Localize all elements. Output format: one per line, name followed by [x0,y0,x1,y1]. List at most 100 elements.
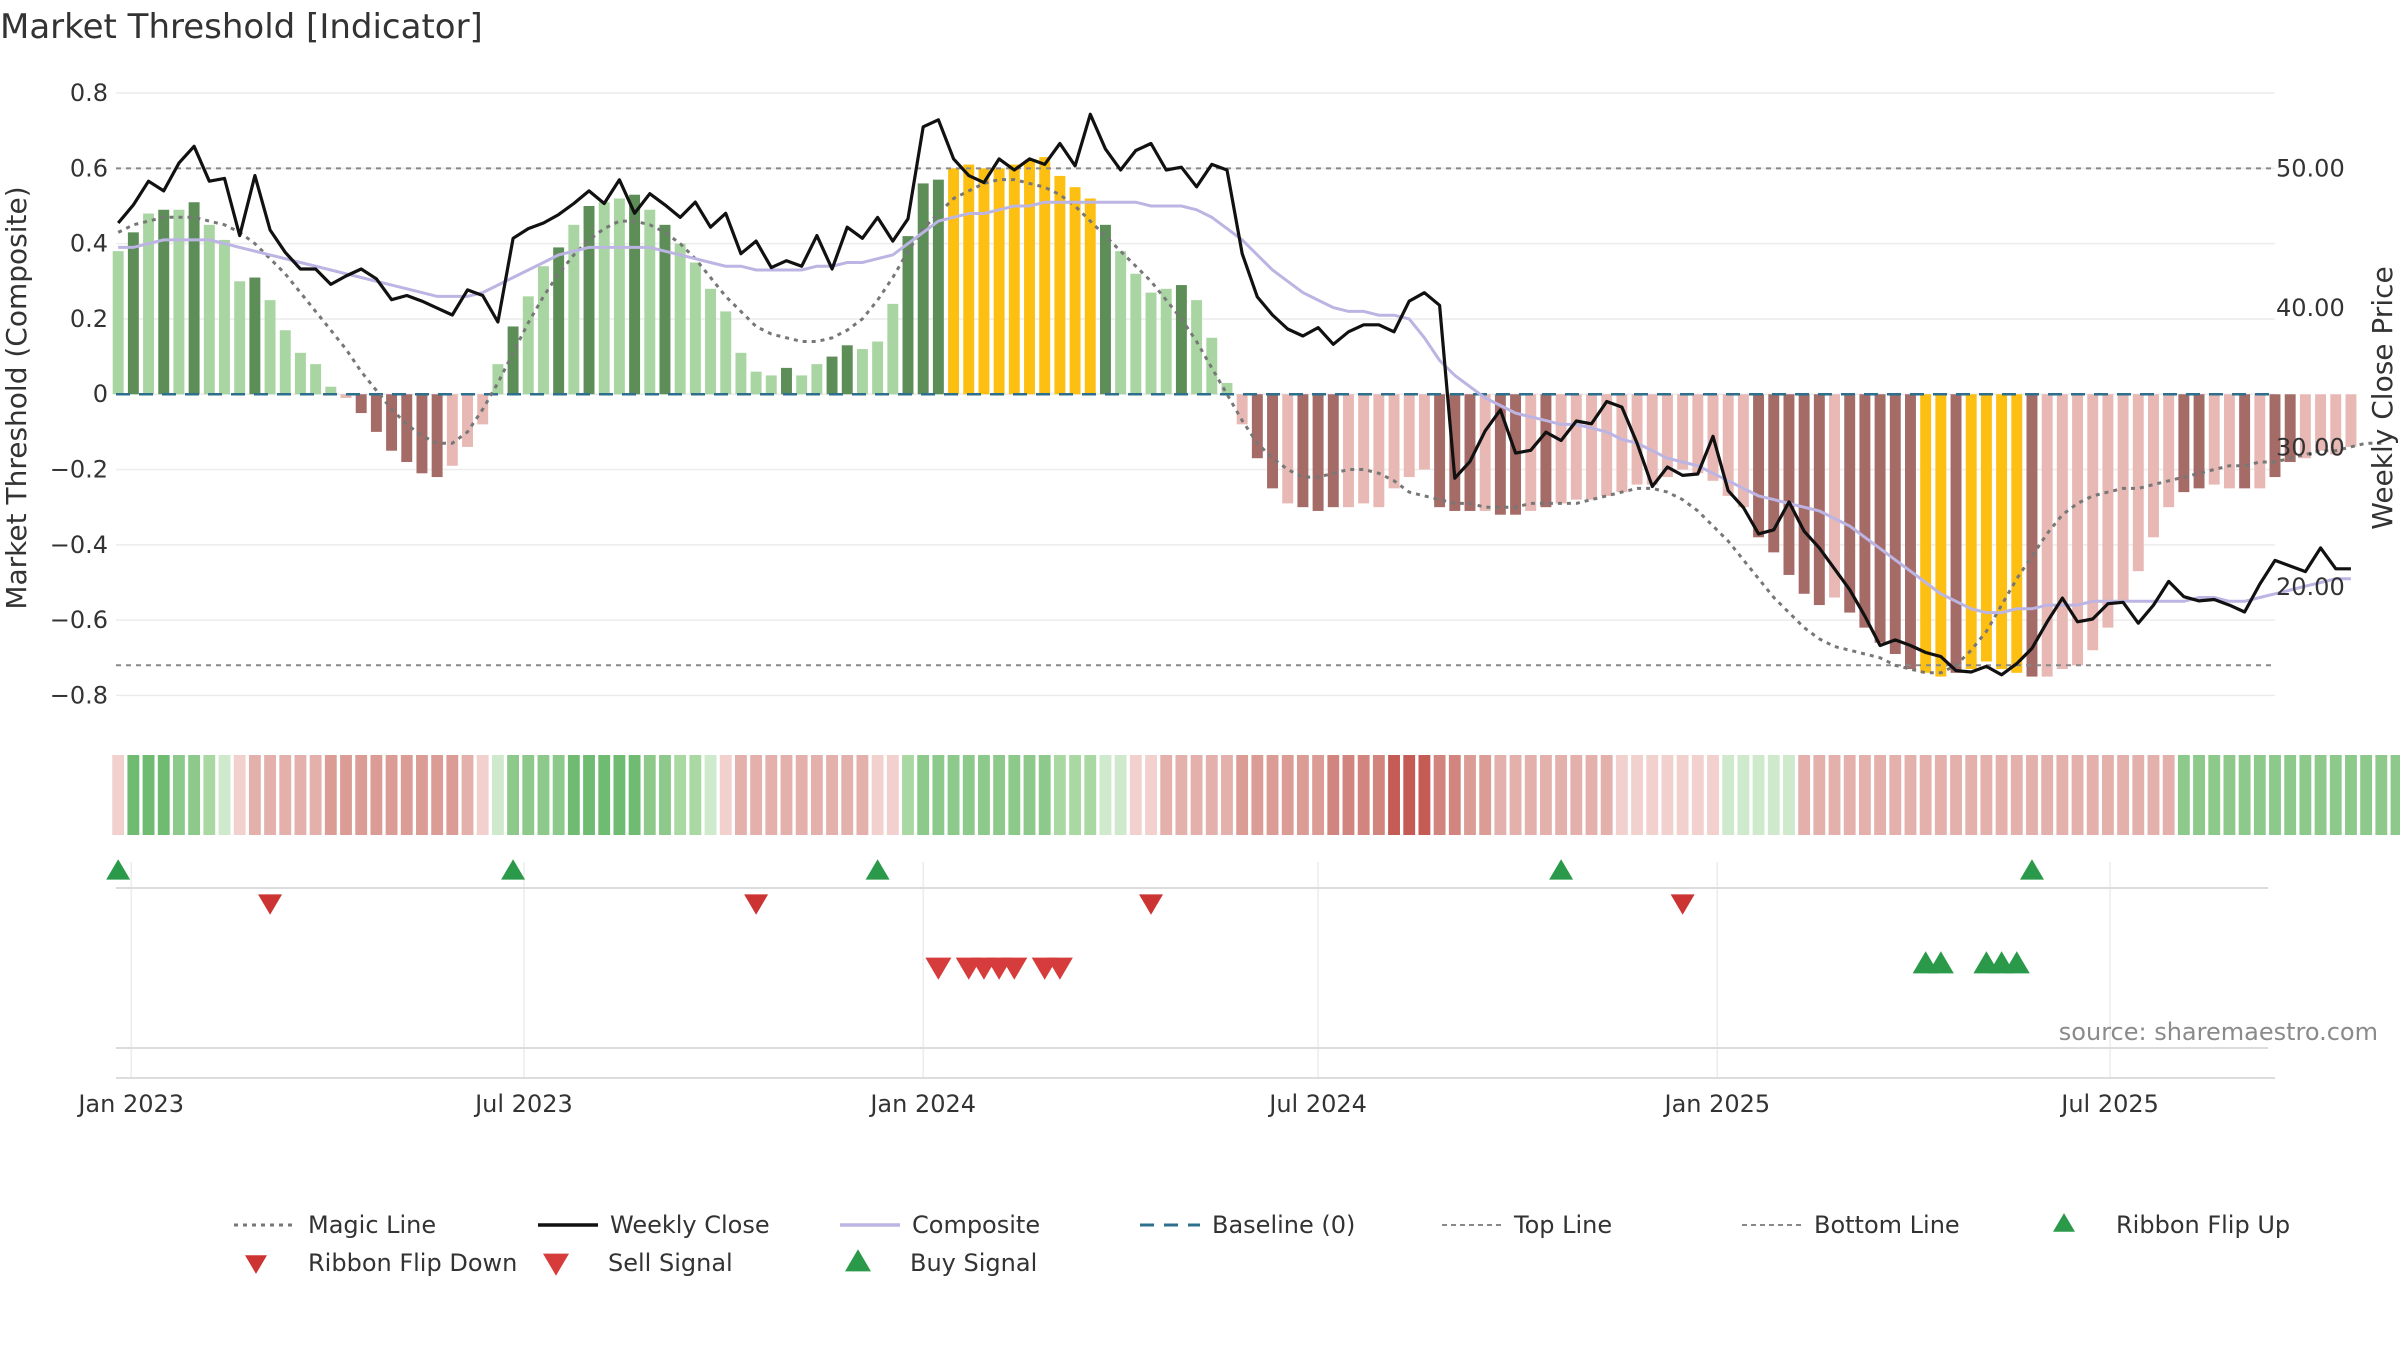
composite-bar [2163,394,2175,508]
ribbon-cell [1160,755,1173,835]
ribbon-cell [1904,755,1917,835]
composite-bar [826,356,838,395]
composite-bar [1540,394,1552,508]
ribbon-cell [2010,755,2023,835]
composite-bar [112,251,124,395]
composite-bar [720,311,732,395]
composite-bar [2102,394,2114,628]
ribbon-cell [1509,755,1522,835]
composite-bar [2345,394,2357,447]
composite-bar [507,326,519,395]
composite-bar [2026,394,2038,677]
composite-bar [1677,394,1689,470]
composite-bar [2330,394,2342,455]
legend-label: Ribbon Flip Up [2116,1211,2290,1239]
ribbon-flip-down-marker [744,894,769,915]
composite-bar [659,224,671,395]
y2-tick-label: 50.00 [2276,155,2345,183]
composite-bar [1069,187,1081,395]
ribbon-cell [340,755,352,835]
composite-bar [1813,394,1825,606]
composite-bar [644,209,656,395]
composite-bar [689,262,701,395]
composite-bar [1464,394,1476,511]
sell-signal-marker [1001,957,1028,980]
composite-bar [462,394,473,447]
ribbon-cell [279,755,292,835]
composite-bar [1479,394,1491,511]
ribbon-cell [2360,755,2373,835]
composite-bar [1646,394,1658,485]
ribbon-cell [1615,755,1628,835]
sell-signal-marker [925,957,952,980]
composite-bar [993,168,1005,395]
composite-line [118,200,2351,615]
composite-bar [173,209,185,395]
composite-bar [2117,394,2129,602]
composite-bar [249,277,261,395]
ribbon-cell [1145,755,1157,835]
ribbon-cell [2162,755,2175,835]
composite-bar [1996,394,2008,670]
ribbon-cell [780,755,793,835]
legend-item-top: Top Line [1442,1211,1612,1239]
y2-tick-label: 40.00 [2276,294,2345,322]
ribbon-cell [552,755,565,835]
composite-bar [1145,292,1157,395]
ribbon-cell [947,755,960,835]
ribbon-cell [355,755,368,835]
ribbon-cell [309,755,322,835]
composite-bar [1965,394,1977,670]
ribbon-cell [1661,755,1674,835]
composite-bar [1950,394,1962,673]
ribbon-cell [1752,755,1765,835]
ribbon-cell [841,755,854,835]
ribbon-cell [1707,755,1719,835]
composite-bar [1935,394,1947,677]
ribbon-cell [810,755,823,835]
composite-bar [674,243,686,395]
composite-bar [2056,394,2068,670]
ribbon-cell [993,755,1006,835]
legend-item-flipup: Ribbon Flip Up [2053,1211,2290,1239]
composite-bar [1008,164,1020,395]
composite-bar [932,179,944,395]
ribbon-flip-down-marker [258,894,283,915]
magic-line [117,178,2382,675]
ribbon-cell [1312,755,1325,835]
composite-bar [1722,394,1734,496]
ribbon-cell [1585,755,1598,835]
ribbon-cell [1843,755,1856,835]
legend-label: Composite [912,1211,1040,1239]
ribbon-cell [674,755,687,835]
ribbon-cell [734,755,747,835]
ribbon-cell [1494,755,1507,835]
ribbon-cell [400,755,413,835]
composite-bar [1130,273,1142,395]
composite-bar [796,375,808,395]
composite-bar [143,213,155,395]
ribbon-cell [689,755,702,835]
composite-bar [1221,382,1233,395]
composite-bar [598,202,610,395]
y-tick-label: 0.4 [70,230,108,258]
ribbon-cell [659,755,671,835]
composite-bar [1555,394,1567,504]
composite-bar [431,394,443,478]
ribbon-cell [1266,755,1279,835]
composite-bar [1449,394,1461,511]
ribbon-cell [1919,755,1932,835]
y2-axis-title: Weekly Close Price [2366,266,2399,529]
ribbon-cell [127,755,140,835]
composite-bar [1084,198,1096,395]
ribbon-cell [1205,755,1218,835]
composite-bar [1494,394,1506,515]
ribbon-cell [2117,755,2130,835]
ribbon-cell [1296,755,1309,835]
signal-panels [106,859,2275,1079]
ribbon-cell [476,755,489,835]
composite-bar [1236,394,1248,425]
composite-bar [1418,394,1430,470]
ribbon-cell [1327,755,1340,835]
ribbon-cell [1646,755,1659,835]
